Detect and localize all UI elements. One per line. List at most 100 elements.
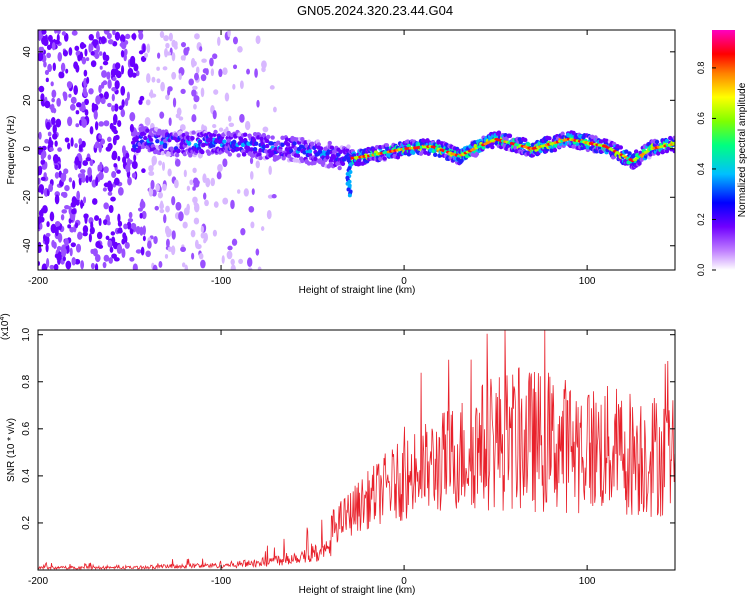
spectrogram-noise-mark: [110, 231, 116, 236]
spectrogram-noise-mark: [165, 42, 170, 49]
spectrogram-noise-mark: [73, 85, 78, 96]
spectrogram-noise-mark: [164, 47, 168, 58]
colorbar-tick-label: 0.6: [696, 112, 706, 125]
spectrogram-noise-mark: [261, 60, 267, 69]
spectrogram-signal-mark: [654, 139, 660, 145]
y-tick-label: 0.2: [21, 516, 32, 530]
spectrogram-noise-mark: [75, 64, 80, 73]
colorbar-label: Normalized spectral amplitude: [737, 82, 748, 217]
spectrogram-noise-mark: [167, 168, 172, 177]
spectrogram-noise-mark: [63, 91, 68, 102]
spectrogram-noise-mark: [109, 246, 114, 253]
spectrogram-signal-mark: [552, 147, 558, 153]
spectrogram-noise-mark: [116, 244, 123, 255]
spectrogram-noise-mark: [102, 261, 107, 269]
spectrogram-signal-mark: [251, 137, 257, 143]
spectrogram-noise-mark: [98, 121, 105, 127]
y-tick-label: 0.6: [21, 421, 32, 435]
spectrogram-noise-mark: [151, 76, 156, 83]
spectrogram-noise-mark: [101, 70, 107, 78]
spectrogram-signal-mark: [133, 131, 138, 137]
spectrogram-noise-mark: [52, 124, 57, 134]
spectrogram-signal-mark: [669, 147, 674, 152]
spectrogram-signal-mark: [307, 149, 313, 154]
spectrogram-noise-mark: [88, 34, 94, 41]
spectrogram-noise-mark: [161, 161, 166, 171]
spectrogram-signal-mark: [411, 150, 416, 155]
spectrogram-signal-mark: [590, 134, 595, 139]
spectrogram-signal-mark: [523, 137, 528, 143]
spectrogram-signal-mark: [331, 155, 337, 160]
spectrogram-noise-mark: [193, 95, 200, 103]
spectrogram-noise-mark: [111, 87, 117, 92]
spectrogram-noise-mark: [268, 165, 272, 175]
spectrogram-noise-mark: [142, 43, 146, 53]
spectrogram-signal-mark: [378, 144, 383, 150]
spectrogram-noise-mark: [64, 238, 69, 247]
spectrogram-signal-mark: [294, 158, 300, 163]
spectrogram-noise-mark: [53, 263, 59, 270]
spectrogram-noise-mark: [71, 256, 76, 266]
spectrogram-noise-mark: [97, 164, 101, 172]
spectrogram-noise-mark: [171, 52, 176, 62]
spectrogram-noise-mark: [200, 259, 206, 269]
spectrogram-noise-mark: [100, 97, 106, 105]
spectrogram-noise-mark: [79, 119, 83, 126]
spectrogram-noise-mark: [247, 257, 253, 268]
spectrogram-signal-mark: [280, 142, 285, 148]
spectrogram-noise-mark: [194, 33, 200, 40]
spectrogram-noise-mark: [112, 113, 118, 124]
spectrogram-noise-mark: [57, 52, 63, 62]
spectrogram-noise-mark: [95, 31, 100, 40]
spectrogram-signal-mark: [132, 144, 137, 149]
spectrogram-noise-mark: [129, 124, 134, 133]
spectrogram-noise-mark: [111, 93, 115, 102]
spectrogram-signal-mark: [526, 142, 531, 147]
spectrogram-frame: [37, 29, 676, 271]
spectrogram-noise-mark: [102, 60, 109, 66]
spectrogram-noise-mark: [183, 169, 187, 178]
spectrogram-noise-mark: [96, 44, 100, 53]
spectrogram-noise-mark: [85, 157, 92, 162]
spectrogram-noise-mark: [193, 181, 200, 188]
spectrogram-noise-mark: [111, 236, 116, 245]
spectrogram-noise-mark: [122, 156, 127, 164]
spectrogram-noise-mark: [124, 97, 129, 107]
spectrogram-noise-mark: [38, 177, 41, 185]
spectrogram-noise-mark: [249, 171, 254, 180]
spectrogram-signal-mark: [269, 141, 274, 146]
spectrogram-noise-mark: [131, 33, 137, 40]
spectrogram-noise-mark: [168, 32, 173, 42]
spectrogram-signal-mark: [295, 153, 301, 158]
spectrogram-noise-mark: [54, 140, 58, 147]
spectrogram-noise-mark: [74, 156, 80, 166]
spectrogram-noise-mark: [112, 30, 116, 36]
spectrogram-noise-mark: [102, 187, 107, 192]
spectrogram-noise-mark: [163, 35, 169, 42]
spectrogram-noise-mark: [38, 246, 42, 253]
spectrogram-noise-mark: [171, 230, 176, 240]
spectrogram-noise-mark: [180, 246, 187, 253]
spectrogram-signal-mark: [513, 145, 518, 150]
spectrogram-noise-mark: [41, 30, 47, 35]
spectrogram-noise-mark: [240, 228, 246, 236]
spectrogram-noise-mark: [131, 72, 137, 78]
spectrogram-noise-mark: [231, 238, 238, 246]
spectrogram-noise-mark: [103, 166, 109, 174]
spectrogram-noise-mark: [148, 170, 155, 176]
spectrogram-signal-mark: [240, 142, 246, 148]
spectrogram-noise-mark: [39, 222, 43, 230]
spectrogram-noise-mark: [113, 163, 118, 168]
spectrogram-signal-mark: [145, 128, 150, 133]
y-tick-label: -40: [22, 238, 33, 253]
spectrogram-noise-mark: [217, 163, 223, 173]
spectrogram-noise-mark: [192, 186, 196, 191]
spectrogram-noise-mark: [159, 112, 165, 118]
spectrogram-noise-mark: [58, 71, 64, 79]
spectrogram-noise-mark: [114, 31, 121, 41]
spectrogram-signal-mark: [405, 139, 410, 144]
spectrogram-noise-mark: [46, 52, 51, 59]
spectrogram-noise-mark: [237, 46, 243, 53]
spectrogram-noise-mark: [103, 219, 108, 226]
spectrogram-noise-mark: [47, 154, 52, 161]
